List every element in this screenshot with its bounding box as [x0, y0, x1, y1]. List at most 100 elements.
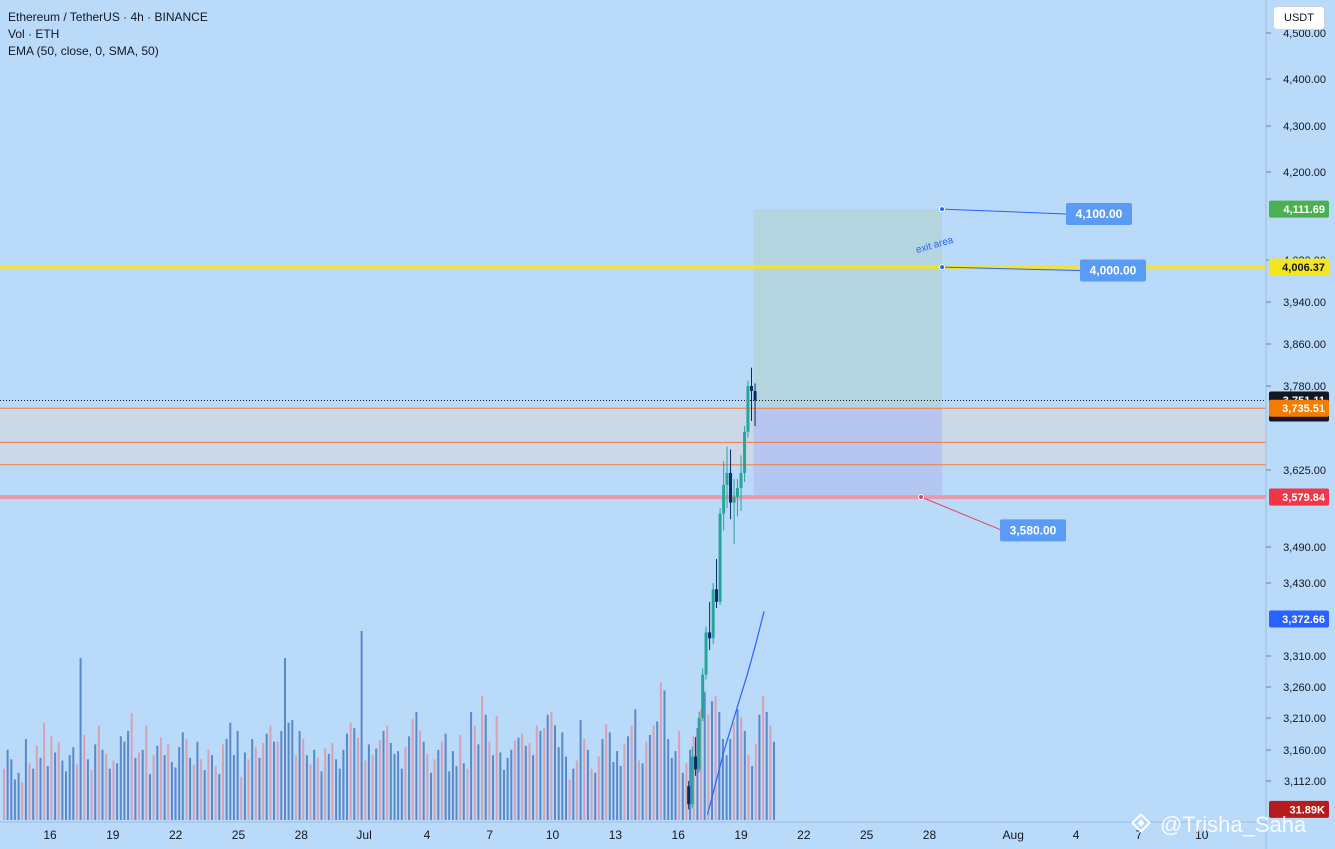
- volume-bar: [433, 759, 436, 821]
- volume-bar: [404, 747, 407, 820]
- symbol-line[interactable]: Ethereum / TetherUS · 4h · BINANCE: [8, 10, 208, 24]
- volume-bar: [214, 766, 217, 820]
- ema-line-label[interactable]: EMA (50, close, 0, SMA, 50): [8, 44, 159, 58]
- volume-bar: [258, 757, 261, 820]
- volume-bar: [601, 739, 604, 820]
- price-badge: [1269, 399, 1329, 417]
- volume-bar: [492, 755, 494, 820]
- candle-body: [743, 431, 747, 473]
- time-tick-label: 22: [169, 828, 183, 842]
- volume-bar: [550, 712, 553, 820]
- volume-bar: [13, 779, 16, 820]
- volume-bar: [411, 718, 414, 821]
- price-tick-label: 3,260.00: [1283, 682, 1326, 694]
- volume-bar: [371, 755, 374, 820]
- volume-bar: [338, 768, 341, 820]
- price-badge: [1269, 800, 1329, 818]
- callout-box: [1000, 519, 1066, 542]
- volume-bar: [393, 753, 396, 821]
- volume-bar: [152, 755, 155, 820]
- price-tick-label: 3,430.00: [1283, 578, 1326, 590]
- volume-bar: [94, 744, 97, 820]
- volume-bar: [510, 749, 513, 820]
- volume-bar: [389, 743, 392, 820]
- volume-bar: [287, 722, 290, 820]
- volume-bar: [280, 730, 283, 820]
- volume-bar: [561, 732, 564, 821]
- volume-bar: [455, 766, 458, 820]
- volume-bar: [167, 744, 170, 820]
- volume-bar: [294, 755, 297, 820]
- volume-bar: [105, 753, 108, 821]
- volume-bar: [769, 725, 772, 820]
- volume-bar: [568, 779, 571, 820]
- price-badges: 4,111.694,006.373,751.1102:55:143,735.51…: [1269, 200, 1329, 818]
- price-tick-label: 4,400.00: [1283, 74, 1326, 86]
- volume-bar: [298, 730, 301, 820]
- volume-bar: [415, 712, 418, 820]
- volume-bar: [397, 751, 400, 820]
- volume-bar: [765, 712, 768, 820]
- price-badge-value: 3,579.84: [1282, 492, 1326, 504]
- volume-bar: [134, 757, 137, 820]
- volume-bar: [10, 759, 13, 821]
- volume-bar: [353, 728, 356, 820]
- volume-bar: [481, 695, 484, 820]
- volume-bar: [685, 763, 688, 820]
- candle-body: [690, 756, 694, 805]
- candle-body: [708, 632, 712, 639]
- volume-bar: [378, 740, 381, 821]
- time-tick-label: 4: [1073, 828, 1080, 842]
- currency-button[interactable]: USDT: [1273, 6, 1325, 30]
- price-badge: [1269, 610, 1329, 628]
- volume-bar: [232, 755, 235, 820]
- price-tick-label: 3,625.00: [1283, 465, 1326, 477]
- volume-bar: [72, 747, 75, 820]
- volume-bar: [608, 732, 611, 821]
- price-badge: [1269, 488, 1329, 506]
- volume-bar: [360, 631, 363, 820]
- volume-bar: [79, 658, 82, 820]
- volume-bar: [656, 721, 659, 821]
- volume-bar: [181, 732, 184, 821]
- candle-body: [722, 485, 726, 514]
- volume-bar: [674, 751, 677, 820]
- volume-bar: [364, 760, 367, 820]
- volume-bar: [320, 771, 323, 820]
- volume-bar: [327, 753, 330, 821]
- volume-bar: [305, 755, 308, 820]
- time-tick-label: 22: [797, 828, 811, 842]
- volume-bar: [149, 774, 151, 820]
- volume-bar: [225, 739, 228, 820]
- candle-body: [732, 497, 736, 503]
- volume-bar: [35, 745, 38, 821]
- volume-line[interactable]: Vol · ETH: [8, 27, 60, 41]
- volume-bar: [747, 755, 750, 820]
- price-tick-label: 4,300.00: [1283, 121, 1326, 133]
- volume-bar: [57, 741, 60, 820]
- volume-bar: [211, 755, 213, 820]
- volume-bar: [513, 740, 516, 821]
- callout-line: [942, 266, 1081, 271]
- volume-bar: [444, 733, 447, 820]
- volume-bar: [700, 709, 702, 820]
- volume-bar: [21, 782, 24, 820]
- price-tick-label: 4,200.00: [1283, 167, 1326, 179]
- volume-bar: [50, 736, 53, 820]
- volume-bar: [43, 722, 46, 820]
- candle-body: [739, 473, 743, 488]
- volume-bar: [273, 741, 275, 820]
- volume-bar: [130, 713, 133, 821]
- callout-box: [1066, 203, 1132, 225]
- time-tick-label: 25: [860, 828, 874, 842]
- volume-bar: [247, 759, 250, 821]
- volume-bar: [535, 725, 538, 820]
- volume-bar: [681, 772, 684, 821]
- volume-bar: [605, 724, 608, 820]
- callout-box: [1080, 259, 1146, 282]
- volume-bar: [758, 714, 761, 820]
- volume-bar: [503, 770, 505, 820]
- volume-bar: [189, 757, 192, 820]
- volume-bar: [276, 741, 279, 820]
